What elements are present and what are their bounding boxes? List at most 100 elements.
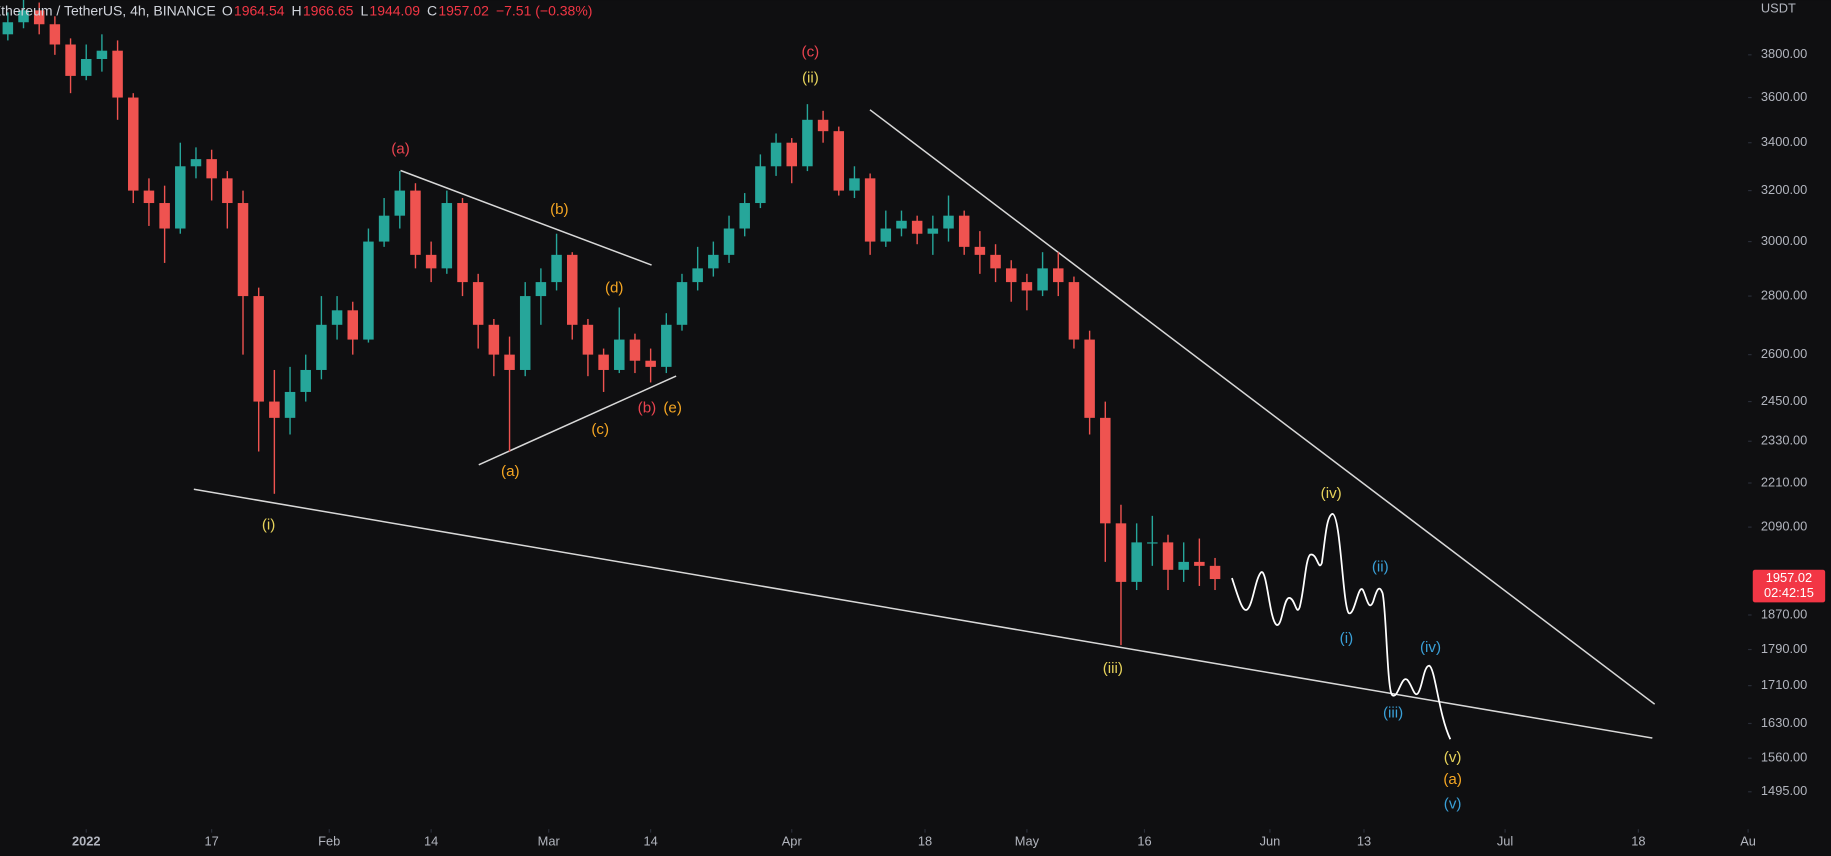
- candle-body: [441, 203, 453, 269]
- candle-body: [1005, 268, 1017, 283]
- price-tag: [1752, 569, 1826, 603]
- y-tick-label: 2450.00: [1761, 393, 1807, 408]
- candle-body: [504, 354, 515, 370]
- candle-body: [645, 360, 656, 367]
- candle-body: [849, 178, 860, 191]
- wave-label: (c): [802, 44, 820, 61]
- y-tick-label: 3000.00: [1761, 233, 1807, 248]
- candle-body: [1021, 282, 1033, 291]
- candle-body: [488, 324, 500, 355]
- ohlc-value: 1957.02: [438, 2, 489, 18]
- x-tick-label: 2022: [72, 833, 101, 848]
- x-tick-label: 18: [1631, 833, 1645, 848]
- candle-body: [222, 178, 233, 204]
- ohlc-label: O: [222, 2, 233, 18]
- ohlc-value: 1966.65: [303, 2, 354, 18]
- candle-body: [755, 166, 766, 204]
- y-tick-label: 1710.00: [1761, 677, 1807, 692]
- change: −7.51 (−0.38%): [496, 2, 593, 18]
- candle-body: [457, 203, 468, 283]
- y-tick-label: 3400.00: [1761, 134, 1807, 149]
- x-tick-label: Apr: [782, 833, 803, 848]
- wave-label: (e): [663, 400, 682, 417]
- candle-body: [331, 310, 343, 325]
- candle-body: [582, 324, 594, 355]
- x-tick-label: 13: [1357, 833, 1371, 848]
- plot-area: [2, 0, 1656, 740]
- candle-body: [770, 142, 782, 167]
- x-tick-label: Mar: [538, 833, 561, 848]
- candle-body: [833, 131, 845, 191]
- candle-body: [175, 166, 186, 229]
- x-tick-label: Au: [1740, 833, 1756, 848]
- wave-label: (d): [605, 279, 624, 296]
- candle-body: [817, 119, 829, 132]
- candle-body: [300, 369, 311, 392]
- candle-body: [80, 59, 92, 76]
- candle-body: [958, 215, 970, 247]
- ohlc-label: L: [360, 2, 368, 18]
- wave-label: (c): [591, 421, 609, 438]
- candle-body: [284, 391, 296, 418]
- x-tick-label: May: [1015, 833, 1040, 848]
- y-tick-label: 3200.00: [1761, 182, 1807, 197]
- candle-body: [880, 228, 892, 242]
- trend-line: [869, 109, 1656, 705]
- candle-body: [598, 354, 609, 370]
- y-tick-label: 2090.00: [1761, 519, 1807, 534]
- wave-label: (iii): [1103, 660, 1123, 677]
- candle-body: [112, 50, 123, 98]
- candle-body: [206, 159, 217, 179]
- ohlc-legend: O 1964.54 H 1966.65 L 1944.09 C 1957.02 −7.51 (−…: [222, 2, 593, 18]
- y-tick-label: 3800.00: [1761, 46, 1807, 61]
- x-tick-label: Jun: [1260, 833, 1281, 848]
- candle-body: [1115, 523, 1127, 582]
- candle-body: [378, 215, 390, 242]
- x-tick-label: 14: [424, 833, 438, 848]
- candle-body: [692, 268, 703, 283]
- y-tick-label: 2330.00: [1761, 433, 1807, 448]
- ohlc-label: H: [292, 2, 302, 18]
- candle-body: [237, 203, 249, 297]
- x-tick-label: 18: [918, 833, 932, 848]
- wave-label: (ii): [1372, 559, 1389, 576]
- candle-body: [614, 339, 625, 370]
- candle-body: [676, 282, 688, 325]
- candle-body: [33, 10, 45, 25]
- candle-body: [143, 190, 155, 204]
- candle-body: [128, 97, 139, 191]
- candle-body: [1162, 542, 1174, 570]
- candle-body: [49, 24, 61, 45]
- x-tick-label: Feb: [318, 833, 340, 848]
- y-tick-label: 1870.00: [1761, 606, 1807, 621]
- candle-body: [786, 142, 797, 167]
- wave-label: (i): [262, 517, 275, 534]
- y-tick-label: 1790.00: [1761, 641, 1807, 656]
- candle-body: [2, 22, 14, 35]
- trend-line: [193, 488, 1653, 739]
- y-tick-label: 1495.00: [1761, 783, 1807, 798]
- candle-body: [1084, 339, 1095, 418]
- wave-label: (b): [550, 201, 569, 218]
- x-tick-label: 16: [1137, 833, 1151, 848]
- wave-label: (ii): [802, 69, 819, 86]
- candle-body: [629, 339, 641, 361]
- candle-body: [1209, 565, 1221, 580]
- candle-body: [65, 44, 76, 76]
- countdown: 02:42:15: [1764, 585, 1814, 600]
- last-price: 1957.02: [1766, 570, 1812, 585]
- candle-body: [708, 254, 719, 269]
- wave-label: (iii): [1383, 705, 1403, 722]
- candle-body: [363, 241, 374, 340]
- candle-body: [1147, 542, 1158, 544]
- candle-body: [974, 246, 986, 255]
- candle-body: [316, 324, 327, 370]
- candle-body: [864, 178, 876, 242]
- candle-body: [990, 254, 1001, 269]
- candle-body: [347, 310, 359, 340]
- candle-body: [566, 254, 578, 325]
- candle-body: [425, 254, 437, 269]
- trend-line: [478, 375, 677, 466]
